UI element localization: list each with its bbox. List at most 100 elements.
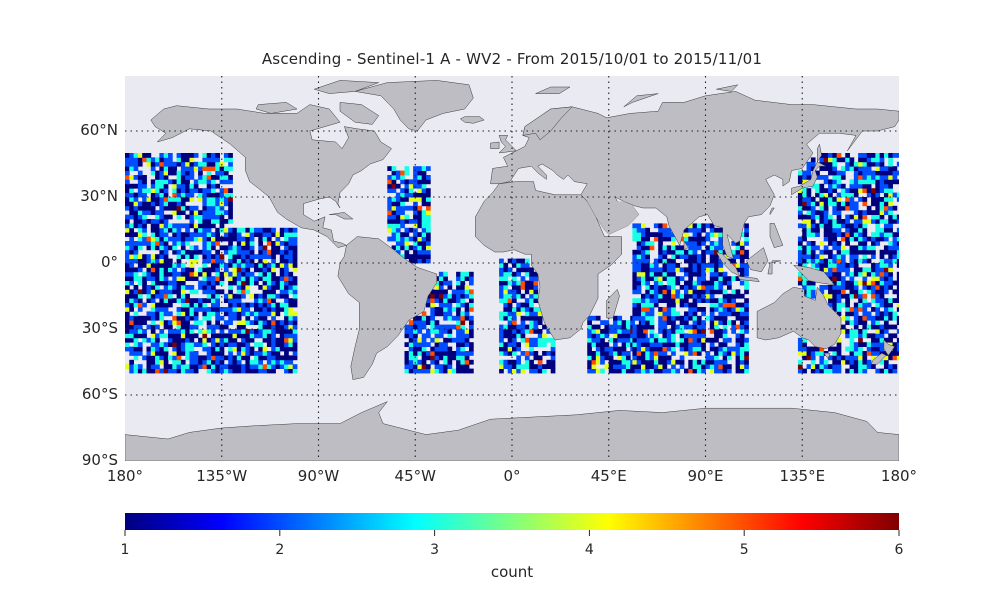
heatmap-cell	[845, 285, 850, 290]
land-eurasia	[490, 91, 899, 259]
heatmap-cell	[163, 183, 169, 189]
heatmap-cell	[198, 267, 203, 273]
heatmap-cell	[883, 276, 889, 281]
heatmap-cell	[236, 307, 242, 312]
heatmap-cell	[529, 351, 534, 356]
heatmap-cell	[387, 197, 392, 202]
heatmap-cell	[241, 254, 246, 259]
heatmap-cell	[718, 359, 724, 365]
heatmap-cell	[696, 285, 702, 290]
heatmap-cell	[421, 227, 427, 233]
heatmap-cell	[391, 205, 397, 211]
heatmap-cell	[133, 214, 139, 220]
heatmap-cell	[632, 351, 638, 356]
heatmap-cell	[810, 232, 816, 237]
heatmap-cell	[503, 276, 509, 281]
heatmap-cell	[404, 368, 410, 374]
land-new-guinea	[792, 264, 836, 286]
heatmap-cell	[249, 337, 255, 343]
heatmap-cell	[413, 170, 418, 176]
land-sri-lanka	[683, 240, 689, 251]
heatmap-cell	[871, 342, 876, 347]
heatmap-cell	[739, 333, 745, 339]
heatmap-cell	[641, 245, 646, 251]
heatmap-cell	[451, 368, 457, 374]
heatmap-cell	[632, 271, 638, 277]
heatmap-cell	[658, 329, 663, 334]
heatmap-cell	[434, 359, 440, 365]
heatmap-cell	[512, 329, 517, 334]
heatmap-cell	[512, 258, 517, 264]
heatmap-cell	[271, 320, 276, 325]
heatmap-cell	[823, 236, 829, 242]
heatmap-cell	[649, 293, 655, 299]
heatmap-cell	[163, 333, 169, 339]
heatmap-cell	[223, 311, 229, 317]
heatmap-cell	[223, 298, 229, 303]
heatmap-cell	[731, 324, 736, 330]
land-australia	[756, 286, 842, 350]
heatmap-cell	[146, 298, 152, 303]
heatmap-cell	[133, 197, 139, 202]
heatmap-cell	[137, 315, 143, 321]
heatmap-cell	[550, 342, 556, 347]
heatmap-cell	[591, 355, 597, 361]
heatmap-cell	[888, 205, 893, 211]
heatmap-cell	[671, 351, 676, 356]
heatmap-cell	[714, 368, 719, 374]
heatmap-cell	[421, 179, 427, 185]
heatmap-cell	[292, 227, 298, 233]
heatmap-cell	[155, 170, 160, 176]
heatmap-cell	[460, 355, 466, 361]
heatmap-cell	[215, 307, 220, 312]
heatmap-cell	[137, 236, 143, 242]
heatmap-cell	[460, 298, 466, 303]
heatmap-cell	[653, 267, 659, 273]
heatmap-cell	[806, 254, 812, 259]
heatmap-cell	[206, 245, 212, 251]
heatmap-cell	[215, 315, 220, 321]
heatmap-cell	[464, 315, 470, 321]
heatmap-cell	[636, 276, 642, 281]
heatmap-cell	[739, 267, 745, 273]
heatmap-cell	[395, 197, 401, 202]
heatmap-cell	[129, 276, 134, 281]
heatmap-cell	[512, 276, 517, 281]
heatmap-cell	[828, 289, 833, 295]
heatmap-cell	[896, 346, 899, 352]
heatmap-cell	[211, 293, 216, 299]
heatmap-cell	[806, 166, 812, 171]
heatmap-cell	[617, 324, 623, 330]
heatmap-cell	[180, 293, 186, 299]
heatmap-cell	[671, 293, 676, 299]
heatmap-cell	[883, 368, 889, 374]
heatmap-cell	[815, 368, 820, 374]
heatmap-cell	[675, 276, 681, 281]
heatmap-cell	[288, 364, 294, 369]
heatmap-cell	[537, 355, 543, 361]
heatmap-cell	[875, 280, 881, 286]
heatmap-cell	[845, 236, 850, 242]
heatmap-cell	[180, 241, 186, 246]
heatmap-cell	[408, 329, 414, 334]
heatmap-cell	[701, 254, 706, 259]
heatmap-cell	[879, 324, 885, 330]
heatmap-cell	[391, 245, 397, 251]
heatmap-cell	[206, 223, 212, 229]
heatmap-cell	[797, 223, 803, 229]
land-new-zealand-s	[870, 352, 887, 365]
heatmap-cell	[456, 271, 461, 277]
heatmap-cell	[658, 351, 663, 356]
heatmap-cell	[292, 232, 298, 237]
heatmap-cell	[137, 307, 143, 312]
heatmap-cell	[202, 333, 208, 339]
heatmap-cell	[896, 355, 899, 361]
heatmap-cell	[718, 368, 724, 374]
heatmap-cell	[709, 342, 715, 347]
heatmap-cell	[862, 201, 868, 207]
heatmap-cell	[236, 355, 242, 361]
heatmap-cell	[236, 271, 242, 277]
heatmap-cell	[533, 289, 539, 295]
heatmap-cell	[666, 271, 672, 277]
heatmap-cell	[828, 267, 833, 273]
